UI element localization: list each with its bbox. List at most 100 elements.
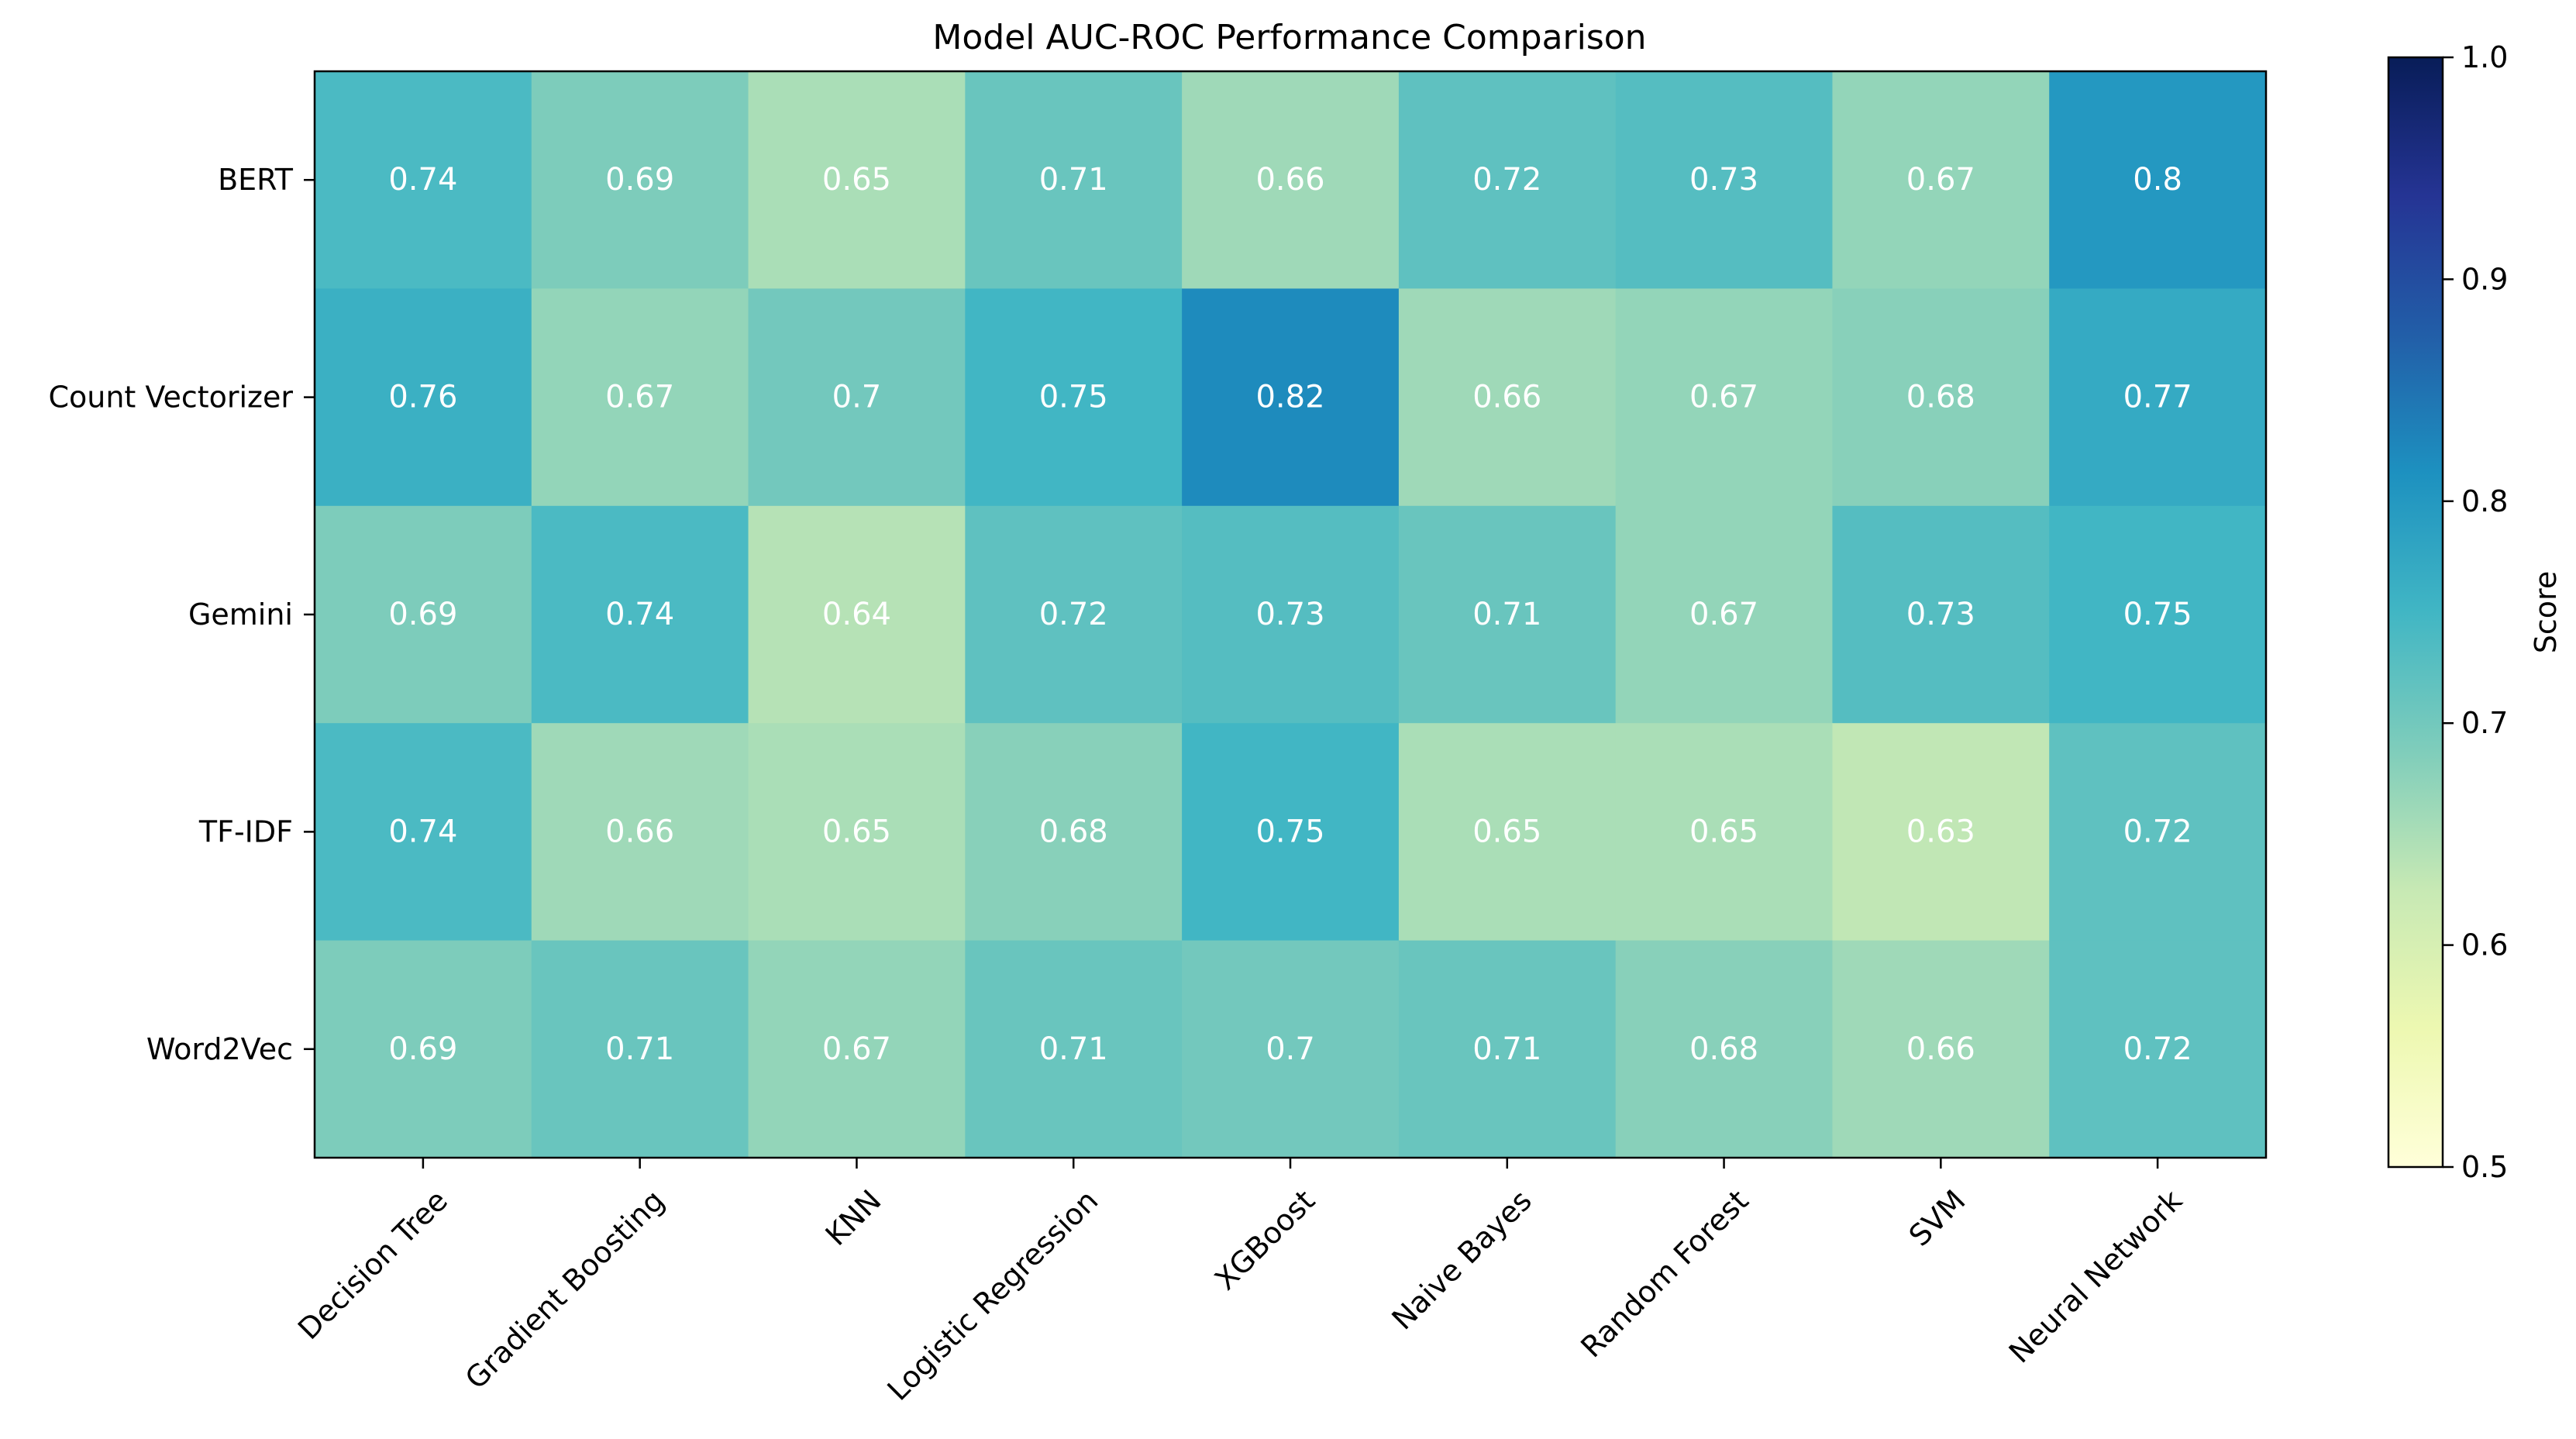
- heatmap-cell: [2049, 71, 2267, 289]
- x-tick-label: XGBoost: [1208, 1183, 1321, 1296]
- heatmap-cell: [965, 71, 1183, 289]
- heatmap-cell: [315, 723, 532, 942]
- heatmap-cell: [1615, 288, 1834, 507]
- heatmap-cell: [1615, 940, 1834, 1158]
- colorbar-tick-label: 0.8: [2461, 484, 2508, 518]
- heatmap-cell: [2049, 288, 2267, 507]
- heatmap-cell: [748, 940, 966, 1158]
- cell-value-label: 0.73: [1255, 597, 1324, 632]
- cell-value-label: 0.65: [822, 814, 891, 849]
- cell-value-label: 0.69: [388, 597, 457, 632]
- heatmap-cell: [1182, 71, 1400, 289]
- heatmap-cell: [1182, 940, 1400, 1158]
- colorbar-tick-label: 0.7: [2461, 706, 2508, 740]
- heatmap-cell: [531, 71, 749, 289]
- x-tick-label: Random Forest: [1574, 1183, 1755, 1364]
- cell-value-label: 0.75: [2123, 597, 2192, 632]
- cell-value-label: 0.8: [2133, 162, 2182, 198]
- cell-value-label: 0.65: [822, 162, 891, 198]
- heatmap-cell: [531, 723, 749, 942]
- x-tick-label: SVM: [1903, 1183, 1972, 1253]
- heatmap-cell: [1398, 288, 1617, 507]
- colorbar-tick-label: 1.0: [2461, 40, 2508, 74]
- heatmap-cell: [965, 940, 1183, 1158]
- heatmap-cell: [315, 71, 532, 289]
- cell-value-label: 0.71: [605, 1031, 674, 1067]
- cell-value-label: 0.74: [388, 162, 457, 198]
- heatmap-cell: [965, 723, 1183, 942]
- heatmap-cell: [1615, 505, 1834, 724]
- heatmap-cell: [1615, 723, 1834, 942]
- heatmap-cell: [1832, 288, 2050, 507]
- cell-value-label: 0.68: [1906, 380, 1975, 415]
- cell-value-label: 0.74: [605, 597, 674, 632]
- heatmap-cells: [315, 71, 2267, 1158]
- cell-value-label: 0.71: [1472, 1031, 1541, 1067]
- cell-value-label: 0.64: [822, 597, 891, 632]
- heatmap-cell: [1615, 71, 1834, 289]
- cell-value-label: 0.67: [822, 1031, 891, 1067]
- heatmap-cell: [1398, 723, 1617, 942]
- heatmap-cell: [748, 505, 966, 724]
- heatmap-cell: [748, 71, 966, 289]
- y-tick-label: Count Vectorizer: [48, 380, 293, 415]
- cell-value-label: 0.69: [388, 1031, 457, 1067]
- cell-value-label: 0.66: [1472, 380, 1541, 415]
- cell-value-label: 0.67: [1689, 597, 1758, 632]
- heatmap-cell: [1832, 940, 2050, 1158]
- heatmap-cell: [1182, 505, 1400, 724]
- heatmap-cell-labels: 0.74 0.69 0.65 0.71 0.66 0.72 0.73 0.67 0.8 0.76 0…: [388, 162, 2192, 1067]
- heatmap-cell: [748, 723, 966, 942]
- heatmap-cell: [1182, 723, 1400, 942]
- cell-value-label: 0.74: [388, 814, 457, 849]
- cell-value-label: 0.71: [1039, 162, 1108, 198]
- chart-title: Model AUC-ROC Performance Comparison: [932, 18, 1646, 57]
- cell-value-label: 0.66: [605, 814, 674, 849]
- cell-value-label: 0.7: [832, 380, 882, 415]
- x-tick-label: Naive Bayes: [1385, 1183, 1538, 1336]
- x-tick-label: Neural Network: [2003, 1183, 2189, 1369]
- cell-value-label: 0.66: [1906, 1031, 1975, 1067]
- cell-value-label: 0.71: [1472, 597, 1541, 632]
- colorbar-ticks: 0.5 0.6 0.7 0.8 0.9 1.0: [2443, 40, 2508, 1184]
- heatmap-cell: [2049, 505, 2267, 724]
- heatmap-cell: [965, 505, 1183, 724]
- cell-value-label: 0.68: [1039, 814, 1108, 849]
- y-axis: BERT Count Vectorizer Gemini TF-IDF Word2Vec: [48, 163, 315, 1066]
- cell-value-label: 0.77: [2123, 380, 2192, 415]
- cell-value-label: 0.73: [1906, 597, 1975, 632]
- cell-value-label: 0.67: [1906, 162, 1975, 198]
- heatmap-cell: [1398, 505, 1617, 724]
- cell-value-label: 0.69: [605, 162, 674, 198]
- heatmap-cell: [1398, 71, 1617, 289]
- cell-value-label: 0.71: [1039, 1031, 1108, 1067]
- cell-value-label: 0.72: [2123, 814, 2192, 849]
- cell-value-label: 0.65: [1689, 814, 1758, 849]
- colorbar-tick-label: 0.5: [2461, 1150, 2508, 1184]
- cell-value-label: 0.82: [1255, 380, 1324, 415]
- cell-value-label: 0.76: [388, 380, 457, 415]
- heatmap-cell: [1398, 940, 1617, 1158]
- heatmap-cell: [315, 288, 532, 507]
- heatmap-cell: [965, 288, 1183, 507]
- colorbar-tick-label: 0.9: [2461, 262, 2508, 296]
- heatmap-cell: [531, 940, 749, 1158]
- cell-value-label: 0.67: [605, 380, 674, 415]
- y-tick-label: TF-IDF: [198, 814, 293, 849]
- cell-value-label: 0.7: [1266, 1031, 1315, 1067]
- cell-value-label: 0.75: [1255, 814, 1324, 849]
- y-tick-label: BERT: [218, 163, 294, 197]
- cell-value-label: 0.73: [1689, 162, 1758, 198]
- y-tick-label: Word2Vec: [146, 1032, 293, 1066]
- heatmap-cell: [531, 505, 749, 724]
- x-tick-label: KNN: [819, 1183, 888, 1252]
- heatmap-cell: [315, 505, 532, 724]
- cell-value-label: 0.72: [2123, 1031, 2192, 1067]
- cell-value-label: 0.72: [1039, 597, 1108, 632]
- heatmap-cell: [1832, 723, 2050, 942]
- cell-value-label: 0.65: [1472, 814, 1541, 849]
- cell-value-label: 0.68: [1689, 1031, 1758, 1067]
- cell-value-label: 0.72: [1472, 162, 1541, 198]
- heatmap-cell: [2049, 940, 2267, 1158]
